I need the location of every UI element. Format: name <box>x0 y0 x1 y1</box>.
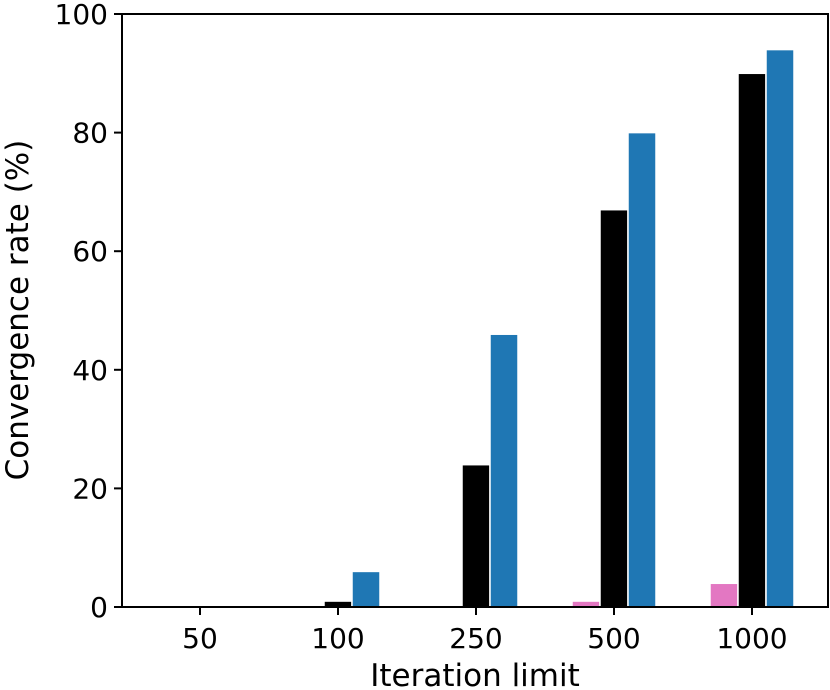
bar-series-1-1000 <box>709 582 739 608</box>
x-tick-label-1000: 1000 <box>716 622 787 655</box>
bar-series-2-1000 <box>737 72 767 608</box>
bar-series-3-100 <box>351 570 381 608</box>
x-tick-label-50: 50 <box>182 622 218 655</box>
bar-series-3-1000 <box>765 48 795 608</box>
y-tick-label-0: 0 <box>90 591 108 624</box>
bars-group <box>323 48 795 608</box>
x-axis: 50 100 250 500 1000 <box>182 607 788 655</box>
y-tick-label-60: 60 <box>72 235 108 268</box>
bar-series-3-250 <box>489 333 519 608</box>
bar-series-3-500 <box>627 131 657 608</box>
bar-series-2-500 <box>599 208 629 608</box>
y-tick-label-80: 80 <box>72 117 108 150</box>
y-axis-label: Convergence rate (%) <box>0 140 36 481</box>
y-axis: 0 20 40 60 80 100 <box>55 0 122 624</box>
x-tick-label-500: 500 <box>587 622 640 655</box>
y-tick-label-40: 40 <box>72 354 108 387</box>
x-axis-label: Iteration limit <box>370 658 580 690</box>
x-tick-label-250: 250 <box>449 622 502 655</box>
bar-series-2-250 <box>461 463 491 608</box>
y-tick-label-100: 100 <box>55 0 108 31</box>
x-tick-label-100: 100 <box>311 622 364 655</box>
y-tick-label-20: 20 <box>72 472 108 505</box>
